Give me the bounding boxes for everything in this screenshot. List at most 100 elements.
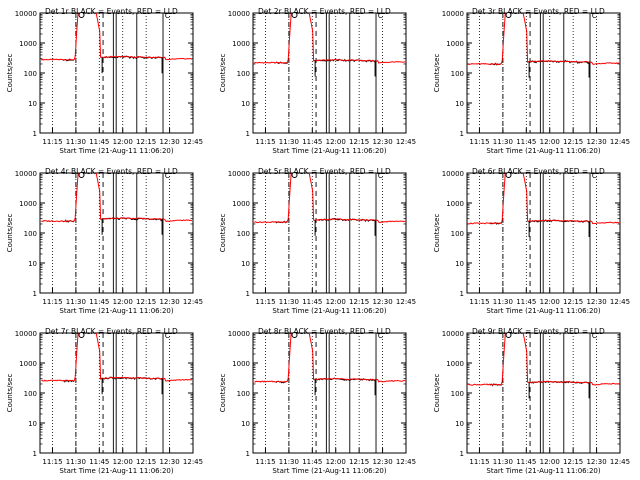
y-tick-label: 1 (460, 130, 464, 138)
y-tick-label: 10000 (442, 330, 464, 338)
x-tick-label: 12:00 (540, 458, 560, 466)
y-tick-label: 1 (33, 290, 37, 298)
x-tick-label: 11:45 (302, 138, 322, 146)
y-tick-label: 10000 (15, 170, 37, 178)
x-tick-label: 12:15 (563, 138, 583, 146)
x-tick-label: 12:00 (326, 458, 346, 466)
x-tick-label: 12:30 (159, 298, 179, 306)
close-marker-label: C (165, 172, 170, 180)
y-tick-label: 10 (455, 420, 464, 428)
y-axis-label: Counts/sec (6, 214, 14, 253)
y-tick-label: 1000 (19, 200, 37, 208)
open-marker (78, 332, 85, 338)
y-tick-label: 10 (28, 420, 37, 428)
x-tick-label: 11:45 (302, 298, 322, 306)
x-tick-label: 11:30 (66, 298, 86, 306)
x-tick-label: 11:15 (255, 138, 275, 146)
detector-panel-5: 1 10 100 1000 10000 11:15 11:30 11:45 12:00 12:15… (219, 167, 416, 315)
x-axis-label: Start Time (21-Aug-11 11:06:20) (59, 147, 173, 155)
x-axis-label: Start Time (21-Aug-11 11:06:20) (486, 147, 600, 155)
detector-panel-9: 1 10 100 1000 10000 11:15 11:30 11:45 12:00 12:15… (433, 327, 630, 475)
open-marker (291, 172, 298, 178)
x-axis-label: Start Time (21-Aug-11 11:06:20) (272, 307, 386, 315)
y-axis-label: Counts/sec (433, 54, 441, 93)
y-tick-label: 1000 (19, 40, 37, 48)
y-axis-label: Counts/sec (6, 374, 14, 413)
y-axis-label: Counts/sec (219, 374, 227, 413)
y-axis-label: Counts/sec (6, 54, 14, 93)
close-marker-label: C (378, 172, 383, 180)
x-tick-label: 12:15 (349, 298, 369, 306)
x-tick-label: 12:15 (136, 458, 156, 466)
detector-panel-8: 1 10 100 1000 10000 11:15 11:30 11:45 12:00 12:15… (219, 327, 416, 475)
x-tick-label: 11:30 (493, 138, 513, 146)
x-tick-label: 12:45 (396, 298, 416, 306)
panel-title: Det 8r BLACK = Events, RED = LLD (258, 327, 391, 336)
x-tick-label: 12:15 (563, 298, 583, 306)
y-tick-label: 1 (33, 450, 37, 458)
x-tick-label: 12:00 (113, 458, 133, 466)
x-tick-label: 11:45 (302, 458, 322, 466)
x-tick-label: 12:15 (136, 298, 156, 306)
x-tick-label: 11:30 (493, 458, 513, 466)
lld-trace (468, 13, 620, 66)
y-tick-label: 1000 (446, 40, 464, 48)
y-tick-label: 10 (241, 260, 250, 268)
x-tick-label: 12:30 (372, 458, 392, 466)
y-axis-label: Counts/sec (219, 54, 227, 93)
x-axis-label: Start Time (21-Aug-11 11:06:20) (59, 307, 173, 315)
y-tick-label: 10000 (228, 10, 250, 18)
x-tick-label: 11:15 (469, 298, 489, 306)
x-tick-label: 12:00 (540, 138, 560, 146)
y-tick-label: 10 (455, 100, 464, 108)
panel-title: Det 1r BLACK = Events, RED = LLD (45, 7, 178, 16)
lld-trace (253, 173, 406, 224)
y-axis-label: Counts/sec (433, 214, 441, 253)
lld-trace (254, 333, 406, 383)
x-tick-label: 11:30 (66, 458, 86, 466)
x-tick-label: 12:45 (610, 138, 630, 146)
y-tick-label: 100 (451, 70, 464, 78)
y-axis-label: Counts/sec (219, 214, 227, 253)
x-tick-label: 11:30 (66, 138, 86, 146)
y-tick-label: 10 (28, 100, 37, 108)
open-marker (78, 12, 85, 18)
panel-title: Det 6r BLACK = Events, RED = LLD (472, 167, 605, 176)
x-tick-label: 12:00 (326, 298, 346, 306)
y-tick-label: 10 (241, 100, 250, 108)
panel-title: Det 7r BLACK = Events, RED = LLD (45, 327, 178, 336)
detector-panel-3: 1 10 100 1000 10000 11:15 11:30 11:45 12:00 12:15… (433, 7, 630, 155)
x-tick-label: 12:00 (540, 298, 560, 306)
y-axis-label: Counts/sec (433, 374, 441, 413)
lld-trace (41, 333, 193, 382)
y-tick-label: 100 (237, 230, 250, 238)
x-axis-label: Start Time (21-Aug-11 11:06:20) (272, 467, 386, 475)
lld-trace (253, 13, 406, 64)
close-marker-label: C (592, 12, 597, 20)
detector-panel-6: 1 10 100 1000 10000 11:15 11:30 11:45 12:00 12:15… (433, 167, 630, 315)
x-tick-label: 11:30 (279, 138, 299, 146)
y-tick-label: 100 (237, 70, 250, 78)
y-tick-label: 1 (246, 450, 250, 458)
close-marker-label: C (592, 332, 597, 340)
x-tick-label: 12:45 (396, 458, 416, 466)
x-axis-label: Start Time (21-Aug-11 11:06:20) (272, 147, 386, 155)
detector-panel-2: 1 10 100 1000 10000 11:15 11:30 11:45 12:00 12:15… (219, 7, 416, 155)
open-marker (291, 332, 298, 338)
y-tick-label: 1000 (232, 200, 250, 208)
panel-title: Det 3r BLACK = Events, RED = LLD (472, 7, 605, 16)
x-tick-label: 11:45 (89, 458, 109, 466)
y-tick-label: 1 (33, 130, 37, 138)
y-tick-label: 10000 (442, 170, 464, 178)
x-tick-label: 11:15 (469, 138, 489, 146)
y-tick-label: 1 (246, 290, 250, 298)
x-tick-label: 11:45 (516, 458, 536, 466)
x-tick-label: 12:45 (610, 298, 630, 306)
x-tick-label: 12:30 (372, 138, 392, 146)
open-marker (505, 332, 512, 338)
x-tick-label: 12:30 (159, 458, 179, 466)
x-tick-label: 12:00 (326, 138, 346, 146)
detector-panel-4: 1 10 100 1000 10000 11:15 11:30 11:45 12:00 12:15… (6, 167, 203, 315)
x-tick-label: 12:15 (349, 458, 369, 466)
y-tick-label: 100 (237, 390, 250, 398)
